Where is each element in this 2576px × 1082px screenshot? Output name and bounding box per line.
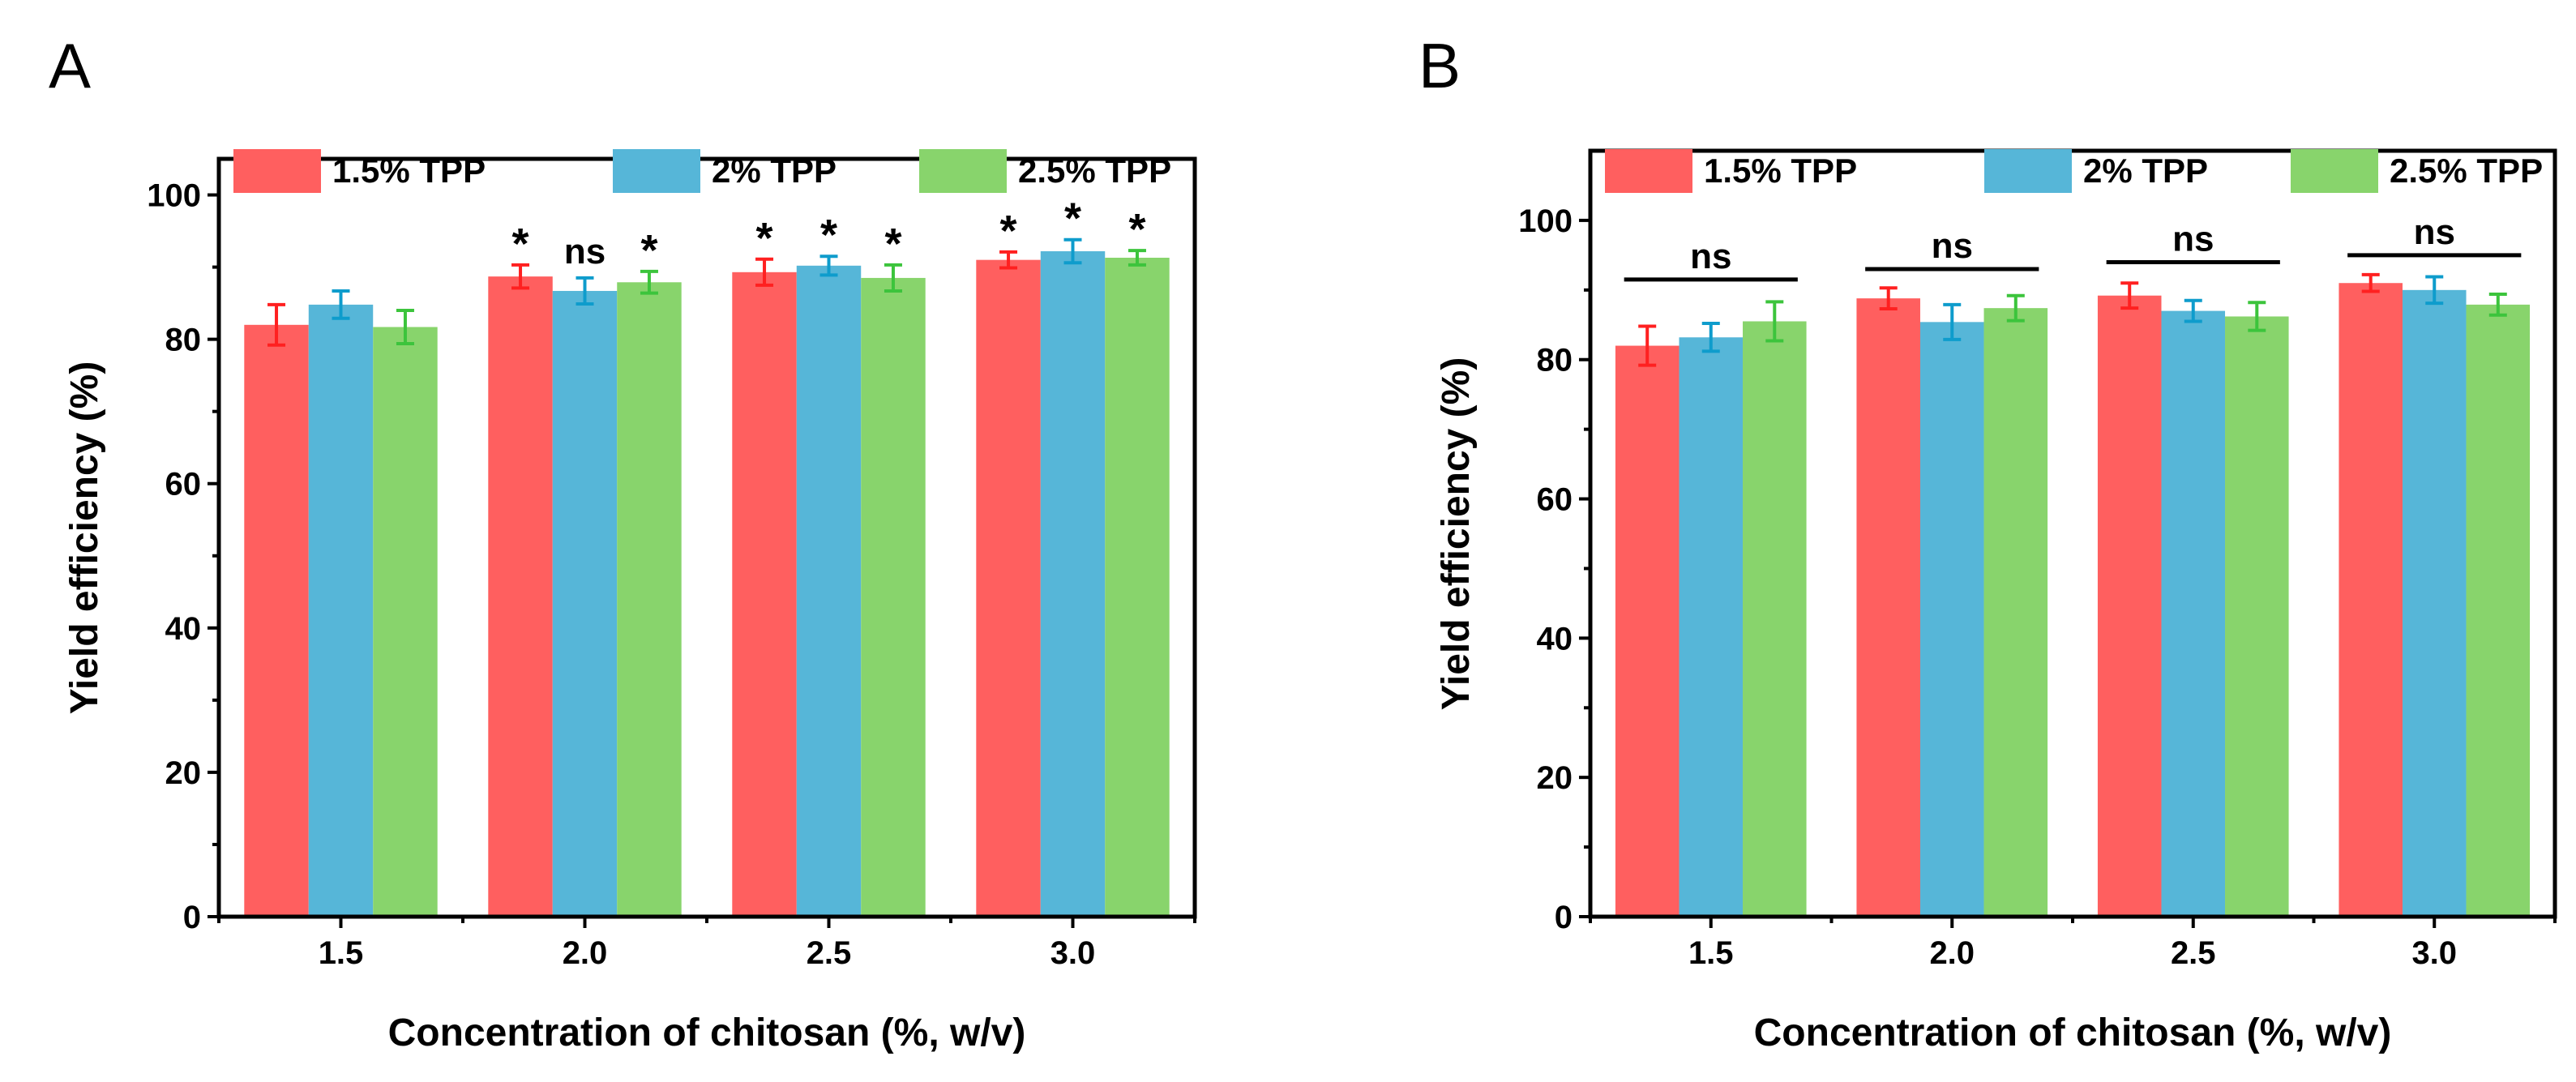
significance-label: * <box>640 226 657 275</box>
x-tick-label: 1.5 <box>319 935 364 971</box>
bar <box>617 282 682 917</box>
bar <box>2161 310 2226 917</box>
significance-label: ns <box>564 232 605 272</box>
bar <box>1856 298 1920 917</box>
x-tick-label: 3.0 <box>2411 935 2457 971</box>
y-axis-label: Yield efficiency (%) <box>1435 357 1478 711</box>
bar <box>2225 316 2289 917</box>
y-tick-label: 60 <box>1537 482 1573 518</box>
legend-swatch <box>2291 149 2378 193</box>
x-tick-label: 2.0 <box>1929 935 1975 971</box>
chart-panel-a: A * * * ns * * * * * 0 20 40 60 80 100 1.5 2.0 2.5 3.0 Conce… <box>49 30 1197 1054</box>
bar <box>488 276 553 917</box>
bar <box>1615 345 1680 917</box>
bar <box>1743 321 1807 917</box>
bar <box>2466 304 2531 917</box>
chart-panel-b: Bns ns ns ns 0 20 40 60 80 100 1.5 2.0 2.5 3.0 Concent… <box>1419 30 2557 1054</box>
x-tick-label: 2.5 <box>807 935 852 971</box>
significance-label: * <box>512 220 529 268</box>
bar <box>244 324 309 917</box>
significance-label: * <box>884 220 901 268</box>
legend-swatch <box>1984 149 2072 193</box>
bar <box>1040 250 1106 917</box>
y-tick-label: 80 <box>1537 343 1573 378</box>
significance-label: * <box>1064 195 1081 243</box>
bar <box>1983 308 2048 917</box>
x-tick-label: 1.5 <box>1688 935 1734 971</box>
bar <box>976 259 1041 917</box>
bar <box>552 290 618 917</box>
legend: 1.5% TPP 2% TPP 2.5% TPP <box>233 149 1171 193</box>
significance-label: * <box>1128 205 1145 254</box>
y-tick-label: 60 <box>165 467 202 503</box>
bar <box>1679 337 1744 917</box>
bar <box>1919 322 1984 917</box>
y-tick-label: 20 <box>1537 760 1573 796</box>
y-tick-label: 100 <box>147 178 201 214</box>
y-axis-label: Yield efficiency (%) <box>63 361 106 715</box>
x-tick-label: 2.5 <box>2171 935 2216 971</box>
x-axis-label: Concentration of chitosan (%, w/v) <box>1754 1011 2392 1054</box>
legend-label: 2.5% TPP <box>1018 152 1171 190</box>
bar <box>796 265 862 917</box>
significance-label: ns <box>2414 212 2455 252</box>
bar <box>861 277 926 917</box>
significance-label: * <box>1000 207 1017 255</box>
significance-label: ns <box>1690 237 1731 276</box>
y-tick-label: 100 <box>1518 203 1573 239</box>
legend-label: 2% TPP <box>712 152 837 190</box>
legend-label: 2% TPP <box>2083 152 2208 190</box>
y-tick-label: 40 <box>165 611 202 647</box>
y-tick-label: 80 <box>165 323 202 358</box>
significance-label: * <box>756 214 773 263</box>
bar <box>373 327 438 917</box>
bar <box>732 272 797 917</box>
y-tick-label: 0 <box>1555 900 1573 935</box>
legend-swatch <box>233 149 321 193</box>
panel-label: B <box>1419 30 1461 101</box>
bar <box>308 304 374 917</box>
legend-swatch <box>919 149 1007 193</box>
significance-label: * <box>820 211 837 259</box>
bar <box>2402 289 2467 917</box>
legend-swatch <box>1605 149 1692 193</box>
legend-swatch <box>613 149 700 193</box>
bar <box>2097 295 2162 917</box>
significance-label: ns <box>1932 226 1973 266</box>
panel-label: A <box>49 30 91 101</box>
x-tick-label: 2.0 <box>563 935 608 971</box>
x-axis-label: Concentration of chitosan (%, w/v) <box>388 1011 1026 1054</box>
legend-label: 2.5% TPP <box>2390 152 2543 190</box>
bar <box>2339 283 2403 917</box>
significance-label: ns <box>2172 219 2214 259</box>
legend: 1.5% TPP 2% TPP 2.5% TPP <box>1605 149 2543 193</box>
legend-label: 1.5% TPP <box>332 152 486 190</box>
legend-label: 1.5% TPP <box>1704 152 1857 190</box>
y-tick-label: 40 <box>1537 621 1573 656</box>
bar <box>1105 257 1170 917</box>
x-tick-label: 3.0 <box>1051 935 1096 971</box>
y-tick-label: 20 <box>165 755 202 791</box>
y-tick-label: 0 <box>183 900 201 935</box>
